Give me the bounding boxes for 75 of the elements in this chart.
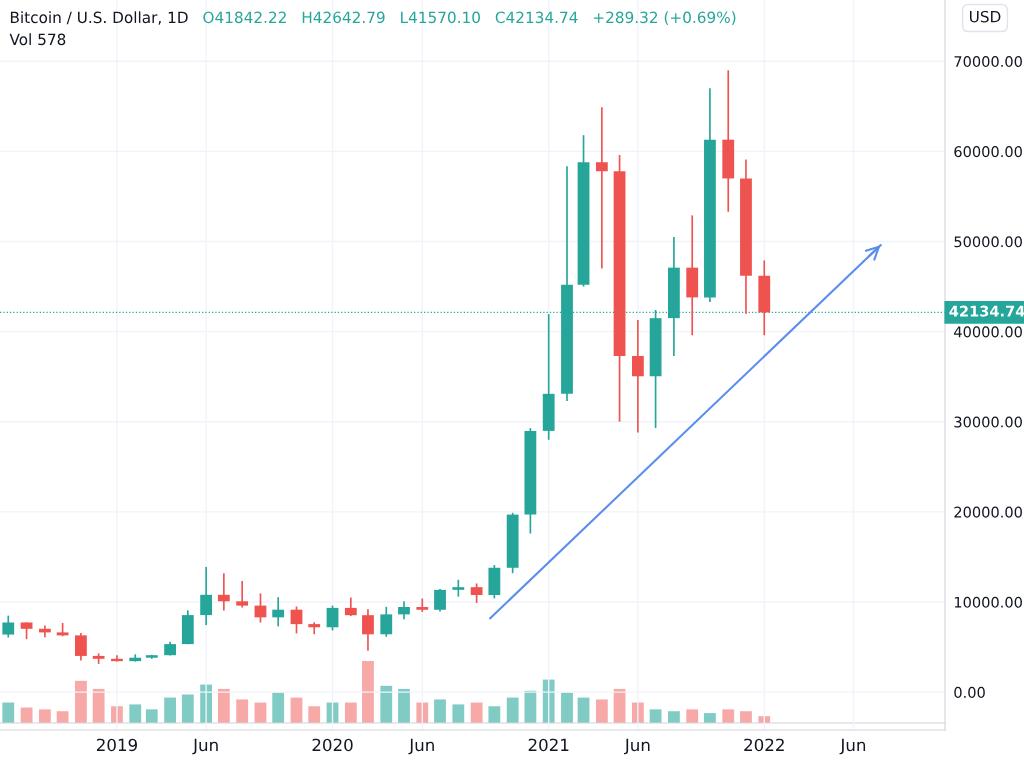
x-tick-label: Jun [408, 738, 434, 755]
bar [524, 690, 537, 723]
candlestick [326, 604, 339, 632]
bar [362, 661, 374, 723]
x-tick-label: Jun [839, 738, 866, 755]
x-tick-label: Jun [623, 738, 650, 755]
candlestick [272, 596, 285, 628]
bar [20, 707, 33, 723]
bar [129, 704, 142, 723]
y-tick-label: 40000.00 [954, 326, 1022, 338]
bar [272, 692, 285, 723]
y-tick-label: 20000.00 [954, 506, 1022, 518]
bar [308, 706, 321, 723]
y-tick-label: 30000.00 [954, 416, 1022, 428]
candlestick [434, 588, 446, 613]
bar [92, 688, 105, 723]
bar [561, 692, 573, 723]
candlestick [362, 608, 374, 652]
bar [236, 699, 249, 723]
bar [181, 694, 194, 723]
bar [398, 688, 410, 723]
bar [434, 699, 446, 723]
annotation: +289.32 (+0.69%) [593, 11, 736, 25]
bar [740, 711, 752, 723]
x-tick-label: 2021 [528, 738, 569, 752]
candlestick [236, 580, 249, 609]
bar [722, 709, 735, 723]
bar [470, 702, 483, 723]
y-tick-label: 70000.00 [954, 56, 1022, 68]
x-tick-label: 2019 [96, 738, 137, 752]
x-tick-label: 2020 [312, 738, 353, 752]
bar [217, 688, 230, 723]
candlestick [452, 578, 465, 598]
bar [488, 706, 501, 723]
candlestick [416, 597, 429, 613]
candlestick [380, 605, 393, 638]
annotation: Vol 578 [9, 33, 66, 46]
bar [452, 704, 465, 723]
candlestick [217, 572, 230, 612]
x-tick-label: Jun [192, 738, 218, 755]
bar [145, 709, 158, 723]
candlestick [75, 632, 87, 662]
y-axis-title: USD [970, 10, 1001, 23]
bar [506, 697, 519, 723]
text: Bitcoin / U.S. Dollar, 1D [10, 11, 188, 25]
bar [649, 709, 662, 723]
bar [344, 702, 357, 723]
candlestick [2, 614, 15, 639]
candlestick [470, 582, 483, 604]
candlestick [290, 605, 303, 635]
bar [380, 685, 393, 723]
candlestick [308, 621, 321, 636]
annotation: H42642.79 [302, 11, 385, 24]
candlestick [631, 319, 644, 434]
annotation: O41842.22 [203, 11, 286, 24]
ref-line-label: 42134.74 [949, 305, 1024, 317]
x-tick-label: 2022 [744, 738, 784, 752]
bar [75, 680, 87, 723]
y-tick-label: 10000.00 [954, 596, 1022, 608]
annotation: C42134.74 [495, 11, 578, 24]
annotation: L41570.10 [401, 11, 480, 24]
y-tick-label: 50000.00 [954, 236, 1022, 248]
candlestick [344, 596, 357, 617]
bar [595, 699, 608, 723]
y-tick-label: 0.00 [954, 686, 985, 698]
candlestick [200, 566, 213, 626]
candlestick [595, 106, 608, 270]
bar [56, 711, 69, 723]
bar [668, 711, 680, 723]
y-tick-label: 60000.00 [954, 146, 1022, 158]
bar [2, 702, 15, 723]
bar [686, 709, 699, 723]
bar [164, 697, 177, 723]
bar [704, 713, 716, 723]
bar [38, 709, 51, 723]
